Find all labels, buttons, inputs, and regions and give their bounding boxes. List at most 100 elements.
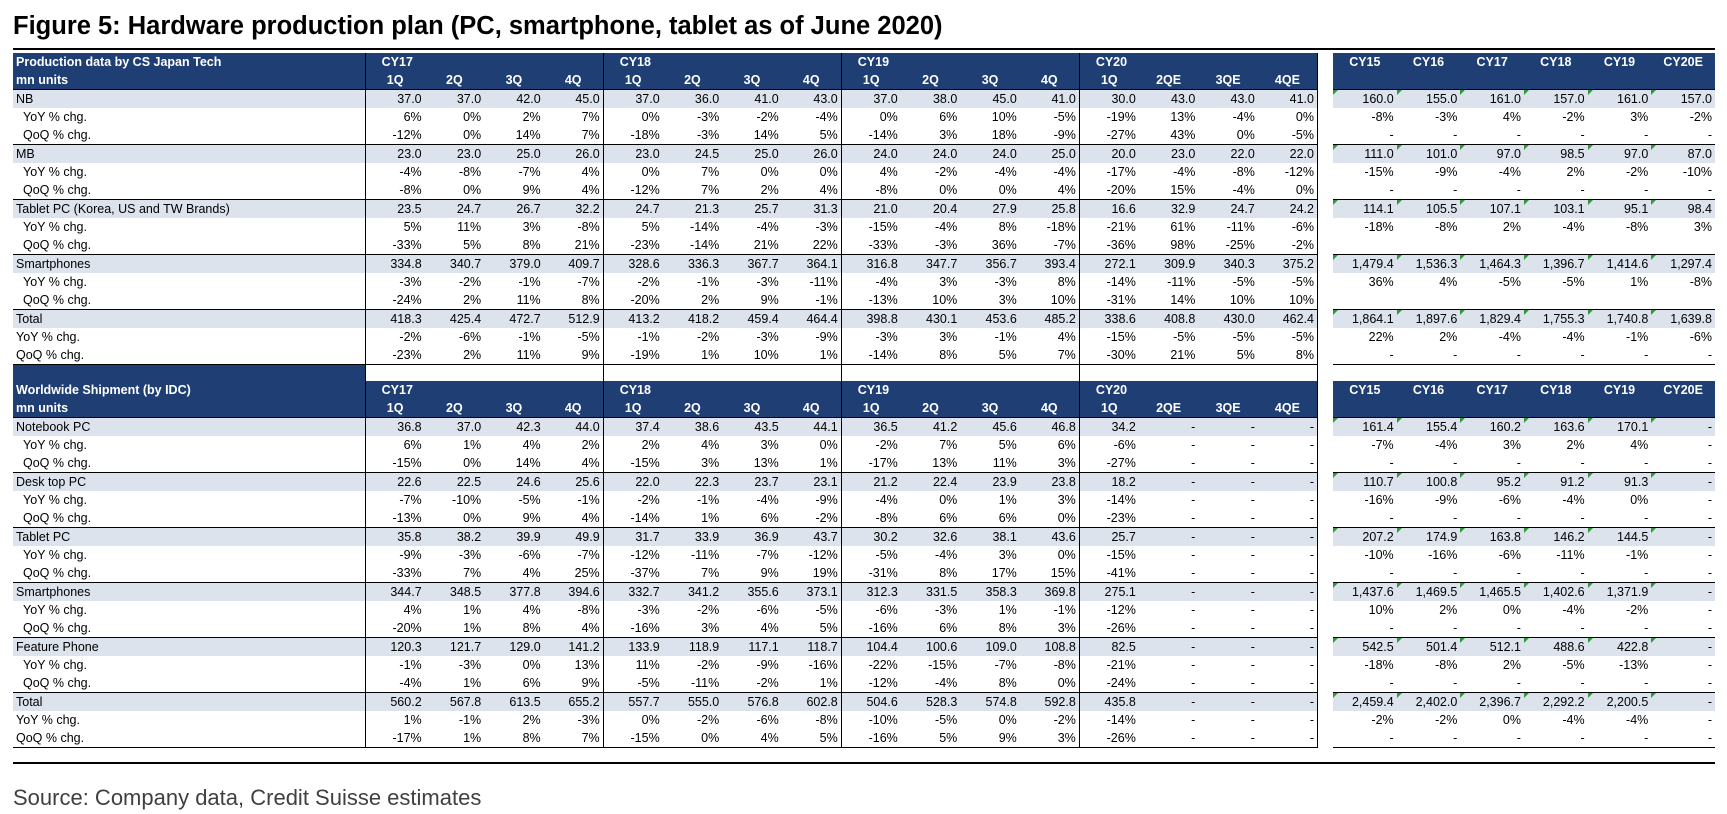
quarter-value: -27%	[1106, 128, 1136, 142]
quarter-value: 512.9	[543, 309, 604, 328]
quarter-value: -2%	[458, 275, 482, 289]
annual-value	[1524, 236, 1588, 255]
annual-row: ------	[1333, 564, 1715, 583]
quarter-value: 42.0	[484, 89, 544, 108]
annual-row	[1333, 236, 1715, 255]
quarter-value: -41%	[1106, 566, 1136, 580]
quarter-value: -8%	[1232, 165, 1255, 179]
annual-value: -	[1516, 621, 1521, 635]
quarter-value: 11%	[992, 456, 1017, 470]
annual-value: -10%	[1682, 165, 1712, 179]
quarter-value: 22.0	[1198, 144, 1258, 163]
annual-value: 160.0	[1333, 89, 1397, 108]
table-row: YoY % chg. 6% 0% 2% 7% 0% -3% -2% -4% 0% 6% 10% -5% -…	[13, 108, 1318, 126]
table-row: YoY % chg. -1% -3% 0% 13% 11% -2% -9% -16% -22% -1…	[13, 656, 1318, 674]
annual-value: -	[1389, 511, 1394, 525]
annual-value: 1,536.3	[1396, 254, 1461, 273]
quarter-value: -8%	[875, 183, 898, 197]
quarter-value: 0%	[781, 163, 842, 181]
quarter-value: -22%	[868, 658, 898, 672]
header-cell	[1523, 399, 1588, 418]
quarter-value: 8%	[900, 346, 961, 365]
quarter-value: 3%	[998, 293, 1017, 307]
spacer-cell	[1333, 365, 1397, 382]
quarter-value: 358.3	[960, 582, 1020, 601]
quarter-value: 344.7	[365, 582, 425, 601]
quarter-header: 3Q	[960, 71, 1020, 90]
quarter-value: 15%	[1019, 564, 1080, 583]
quarter-value: 0%	[1019, 546, 1080, 564]
quarter-value: -1%	[518, 275, 541, 289]
annual-value: 207.2	[1333, 527, 1397, 546]
quarter-value: -15%	[392, 456, 422, 470]
quarter-value: 373.1	[781, 582, 842, 601]
quarter-value: -6%	[1113, 438, 1136, 452]
annual-row: -15% -9% -4% 2% -2% -10%	[1333, 163, 1715, 181]
quarter-value: 1%	[662, 346, 723, 365]
spacer-cell	[1019, 364, 1080, 381]
quarter-header: 2Q	[424, 399, 485, 418]
quarter-value: 3%	[1019, 454, 1080, 473]
quarter-value: -15%	[603, 729, 663, 748]
annual-value	[1460, 291, 1524, 310]
quarter-value: -2%	[756, 110, 779, 124]
quarter-header: 3Q	[722, 399, 782, 418]
quarter-value: 8%	[522, 238, 541, 252]
annual-row: 1,479.4 1,536.3 1,464.3 1,396.7 1,414.6 1,297…	[1333, 254, 1715, 273]
quarter-value: -4%	[935, 548, 958, 562]
quarter-value: 592.8	[1019, 692, 1080, 711]
annual-value: 95.2	[1460, 472, 1524, 491]
quarter-value: 4%	[543, 619, 604, 638]
quarter-value: -24%	[1106, 676, 1136, 690]
annual-value: 36%	[1368, 275, 1394, 289]
quarter-value: 10%	[722, 346, 782, 365]
row-label: Tablet PC (Korea, US and TW Brands)	[13, 199, 366, 218]
quarter-value: -3%	[935, 603, 958, 617]
header-cell	[1396, 71, 1461, 90]
quarter-value: -16%	[781, 656, 842, 674]
quarter-value: -	[1250, 548, 1255, 562]
quarter-header: 3QE	[1198, 399, 1258, 418]
quarter-value: 24.2	[1257, 199, 1318, 218]
header-cell	[1257, 53, 1318, 71]
annual-value: -8%	[1371, 110, 1394, 124]
quarter-value: 0%	[641, 165, 660, 179]
quarter-value: 37.0	[841, 89, 901, 108]
quarter-header: 4Q	[543, 399, 604, 418]
annual-value: 163.8	[1460, 527, 1524, 546]
quarter-value: -	[1257, 637, 1318, 656]
quarter-value: -8%	[1019, 656, 1080, 674]
quarter-value: 37.0	[424, 89, 485, 108]
quarter-value: -23%	[630, 238, 660, 252]
quarter-value: -9%	[781, 328, 842, 346]
annual-value: -	[1460, 729, 1524, 748]
quarter-value: -9%	[1019, 126, 1080, 145]
annual-value: -	[1707, 493, 1712, 507]
table-row: QoQ % chg. -17% 1% 8% 7% -15% 0% 4% 5% -16% 5% 9% 3%…	[13, 729, 1318, 748]
quarter-header: 4Q	[781, 399, 842, 418]
quarter-value: 0%	[781, 436, 842, 454]
quarter-value: -	[1250, 621, 1255, 635]
annual-value: -	[1453, 511, 1458, 525]
quarter-header: 3Q	[484, 399, 544, 418]
annual-value: -	[1644, 511, 1649, 525]
quarter-value: 23.9	[960, 472, 1020, 491]
annual-value: 1,402.6	[1523, 582, 1588, 601]
quarter-value: 117.1	[722, 637, 782, 656]
quarter-value: 118.7	[781, 637, 842, 656]
quarter-header: 4QE	[1257, 399, 1318, 418]
header-cell	[1587, 399, 1652, 418]
quarter-value: -9%	[756, 658, 779, 672]
quarter-value: 24.5	[662, 144, 723, 163]
annual-value: -4%	[1626, 713, 1649, 727]
table-row: YoY % chg. 6% 1% 4% 2% 2% 4% 3% 0% -2% 7% 5% 6% -6% - -…	[13, 436, 1318, 454]
shipment-annual-header-row: CY15 CY16 CY17 CY18 CY19 CY20E	[1333, 381, 1715, 399]
quarter-value: 25.6	[543, 472, 604, 491]
annual-value: -15%	[1364, 165, 1394, 179]
quarter-value: 5%	[1198, 346, 1258, 365]
quarter-value: 1%	[403, 713, 422, 727]
table-row: MB 23.0 23.0 25.0 26.0 23.0 24.5 25.0 26.0 24.0 24…	[13, 144, 1318, 163]
table-row: YoY % chg. -4% -8% -7% 4% 0% 7% 0% 0% 4% -2% -4% -4%…	[13, 163, 1318, 181]
quarter-value: 23.5	[365, 199, 425, 218]
header-cell	[1396, 399, 1461, 418]
